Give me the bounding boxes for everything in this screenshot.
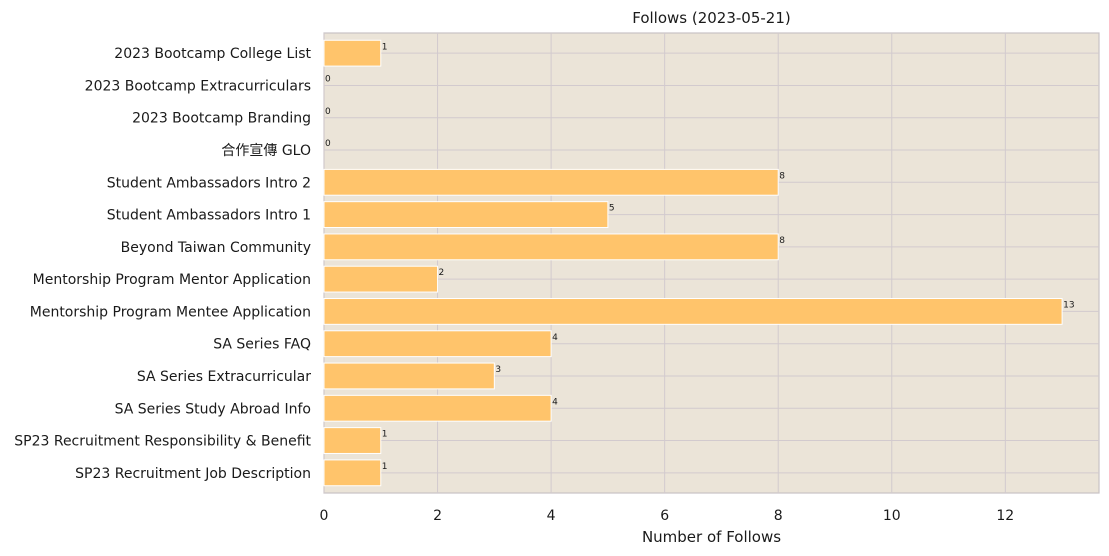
value-labels-group: 1 1 4 3 4 13 2 8 5 8 0 0 0 1 [325,42,1075,472]
x-tick-label: 8 [774,508,783,524]
bar-value-label: 5 [609,204,615,214]
bar-value-label: 4 [552,333,558,343]
bar [323,39,382,67]
bar-value-label: 0 [325,139,331,149]
x-tick-label: 2 [433,508,442,524]
category-label: 2023 Bootcamp College List [114,46,311,62]
x-axis-label: Number of Follows [642,528,781,546]
bar-value-label: 8 [779,171,785,181]
category-label: Student Ambassadors Intro 1 [107,208,311,224]
bar [323,330,552,358]
bar [323,298,1063,325]
category-labels-group: SP23 Recruitment Job Description SP23 Rec… [14,46,311,482]
bar-value-label: 0 [325,107,331,117]
category-label: Mentorship Program Mentee Application [30,304,311,320]
bar-value-label: 1 [382,42,388,52]
category-label: 2023 Bootcamp Extracurriculars [85,78,311,94]
x-tick-label: 6 [660,508,669,524]
x-tick-label: 0 [320,508,329,524]
x-tick-labels-group: 0 2 4 6 8 10 12 [320,508,1015,524]
category-label: Mentorship Program Mentor Application [33,272,311,288]
x-tick-label: 10 [883,508,901,524]
bar [323,201,609,228]
bar [323,459,382,487]
bar [323,362,495,390]
category-label: Beyond Taiwan Community [121,240,311,256]
bar-value-label: 2 [439,268,445,278]
bar-value-label: 0 [325,75,331,85]
bar [323,394,552,422]
bar-value-label: 1 [382,462,388,472]
bar [323,265,439,293]
bar-value-label: 13 [1063,301,1074,311]
bar [323,233,779,261]
plot-area [323,32,1100,494]
category-label: Student Ambassadors Intro 2 [107,175,311,191]
category-label: 合作宣傳 GLO [221,143,311,159]
chart-title: Follows (2023-05-21) [632,9,791,27]
category-label: SA Series Study Abroad Info [115,401,311,417]
category-label: 2023 Bootcamp Branding [132,111,311,127]
category-label: SA Series Extracurricular [137,369,311,385]
bar [323,168,779,196]
category-label: SP23 Recruitment Responsibility & Benefi… [14,434,311,450]
category-label: SP23 Recruitment Job Description [75,466,311,482]
bar-value-label: 1 [382,430,388,440]
x-tick-label: 12 [996,508,1014,524]
bar-value-label: 4 [552,397,558,407]
bars-group [323,39,1063,487]
bar-value-label: 3 [495,365,501,375]
bar [323,427,382,454]
bar-value-label: 8 [779,236,785,246]
x-tick-label: 4 [547,508,556,524]
category-label: SA Series FAQ [213,337,311,353]
